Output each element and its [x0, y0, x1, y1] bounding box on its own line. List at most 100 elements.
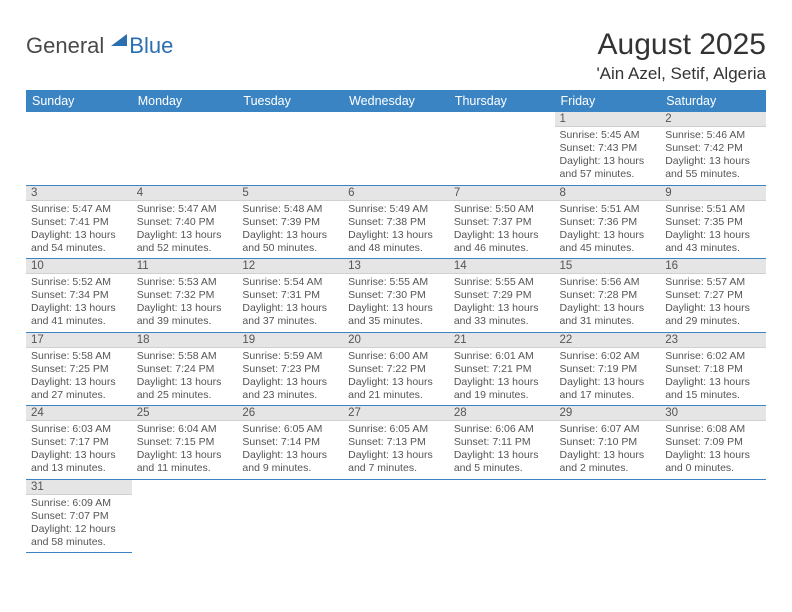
calendar-week-row: 10Sunrise: 5:52 AMSunset: 7:34 PMDayligh…: [26, 259, 766, 333]
day-number: 11: [132, 259, 238, 274]
day-details: Sunrise: 5:51 AMSunset: 7:35 PMDaylight:…: [660, 201, 766, 259]
day-details: Sunrise: 6:02 AMSunset: 7:19 PMDaylight:…: [555, 348, 661, 406]
calendar-week-row: 17Sunrise: 5:58 AMSunset: 7:25 PMDayligh…: [26, 332, 766, 406]
day-number: 26: [237, 406, 343, 421]
calendar-week-row: 3Sunrise: 5:47 AMSunset: 7:41 PMDaylight…: [26, 185, 766, 259]
calendar-day-cell: 31Sunrise: 6:09 AMSunset: 7:07 PMDayligh…: [26, 479, 132, 553]
day-details: Sunrise: 5:51 AMSunset: 7:36 PMDaylight:…: [555, 201, 661, 259]
day-details: Sunrise: 5:49 AMSunset: 7:38 PMDaylight:…: [343, 201, 449, 259]
weekday-header-row: SundayMondayTuesdayWednesdayThursdayFrid…: [26, 90, 766, 112]
calendar-day-cell: [343, 479, 449, 553]
day-number: 18: [132, 333, 238, 348]
weekday-header: Thursday: [449, 90, 555, 112]
calendar-day-cell: 4Sunrise: 5:47 AMSunset: 7:40 PMDaylight…: [132, 185, 238, 259]
calendar-day-cell: 19Sunrise: 5:59 AMSunset: 7:23 PMDayligh…: [237, 332, 343, 406]
weekday-header: Friday: [555, 90, 661, 112]
day-number: 25: [132, 406, 238, 421]
weekday-header: Wednesday: [343, 90, 449, 112]
calendar-day-cell: 7Sunrise: 5:50 AMSunset: 7:37 PMDaylight…: [449, 185, 555, 259]
day-details: Sunrise: 6:02 AMSunset: 7:18 PMDaylight:…: [660, 348, 766, 406]
day-details: Sunrise: 5:48 AMSunset: 7:39 PMDaylight:…: [237, 201, 343, 259]
calendar-day-cell: 16Sunrise: 5:57 AMSunset: 7:27 PMDayligh…: [660, 259, 766, 333]
day-number: 28: [449, 406, 555, 421]
calendar-day-cell: 15Sunrise: 5:56 AMSunset: 7:28 PMDayligh…: [555, 259, 661, 333]
day-details: Sunrise: 6:07 AMSunset: 7:10 PMDaylight:…: [555, 421, 661, 479]
day-details: Sunrise: 6:05 AMSunset: 7:14 PMDaylight:…: [237, 421, 343, 479]
day-details: Sunrise: 5:56 AMSunset: 7:28 PMDaylight:…: [555, 274, 661, 332]
weekday-header: Tuesday: [237, 90, 343, 112]
calendar-day-cell: 14Sunrise: 5:55 AMSunset: 7:29 PMDayligh…: [449, 259, 555, 333]
calendar-day-cell: [343, 112, 449, 185]
calendar-day-cell: 23Sunrise: 6:02 AMSunset: 7:18 PMDayligh…: [660, 332, 766, 406]
calendar-day-cell: 21Sunrise: 6:01 AMSunset: 7:21 PMDayligh…: [449, 332, 555, 406]
calendar-body: 1Sunrise: 5:45 AMSunset: 7:43 PMDaylight…: [26, 112, 766, 553]
calendar-day-cell: [555, 479, 661, 553]
day-number: 4: [132, 186, 238, 201]
calendar-day-cell: 3Sunrise: 5:47 AMSunset: 7:41 PMDaylight…: [26, 185, 132, 259]
day-number: 22: [555, 333, 661, 348]
calendar-day-cell: [660, 479, 766, 553]
day-number: 12: [237, 259, 343, 274]
day-number: 8: [555, 186, 661, 201]
day-number: 23: [660, 333, 766, 348]
day-details: Sunrise: 5:57 AMSunset: 7:27 PMDaylight:…: [660, 274, 766, 332]
day-number: 1: [555, 112, 661, 127]
weekday-header: Sunday: [26, 90, 132, 112]
day-number: 27: [343, 406, 449, 421]
day-number: 9: [660, 186, 766, 201]
calendar-week-row: 31Sunrise: 6:09 AMSunset: 7:07 PMDayligh…: [26, 479, 766, 553]
logo-text-blue: Blue: [129, 33, 173, 59]
calendar-day-cell: 2Sunrise: 5:46 AMSunset: 7:42 PMDaylight…: [660, 112, 766, 185]
calendar-day-cell: 26Sunrise: 6:05 AMSunset: 7:14 PMDayligh…: [237, 406, 343, 480]
calendar-day-cell: [26, 112, 132, 185]
calendar-day-cell: 28Sunrise: 6:06 AMSunset: 7:11 PMDayligh…: [449, 406, 555, 480]
day-details: Sunrise: 5:46 AMSunset: 7:42 PMDaylight:…: [660, 127, 766, 185]
calendar-day-cell: 20Sunrise: 6:00 AMSunset: 7:22 PMDayligh…: [343, 332, 449, 406]
calendar-day-cell: [132, 479, 238, 553]
calendar-day-cell: [449, 479, 555, 553]
day-number: 31: [26, 480, 132, 495]
day-details: Sunrise: 6:08 AMSunset: 7:09 PMDaylight:…: [660, 421, 766, 479]
location: 'Ain Azel, Setif, Algeria: [596, 64, 766, 84]
day-number: 29: [555, 406, 661, 421]
day-details: Sunrise: 5:50 AMSunset: 7:37 PMDaylight:…: [449, 201, 555, 259]
day-number: 3: [26, 186, 132, 201]
day-details: Sunrise: 5:59 AMSunset: 7:23 PMDaylight:…: [237, 348, 343, 406]
day-number: 15: [555, 259, 661, 274]
calendar-day-cell: 10Sunrise: 5:52 AMSunset: 7:34 PMDayligh…: [26, 259, 132, 333]
calendar-day-cell: 30Sunrise: 6:08 AMSunset: 7:09 PMDayligh…: [660, 406, 766, 480]
weekday-header: Saturday: [660, 90, 766, 112]
day-number: 19: [237, 333, 343, 348]
calendar-day-cell: [132, 112, 238, 185]
calendar-day-cell: 13Sunrise: 5:55 AMSunset: 7:30 PMDayligh…: [343, 259, 449, 333]
day-details: Sunrise: 6:00 AMSunset: 7:22 PMDaylight:…: [343, 348, 449, 406]
day-details: Sunrise: 5:45 AMSunset: 7:43 PMDaylight:…: [555, 127, 661, 185]
calendar-day-cell: 9Sunrise: 5:51 AMSunset: 7:35 PMDaylight…: [660, 185, 766, 259]
calendar-day-cell: 18Sunrise: 5:58 AMSunset: 7:24 PMDayligh…: [132, 332, 238, 406]
day-number: 24: [26, 406, 132, 421]
day-number: 20: [343, 333, 449, 348]
day-number: 16: [660, 259, 766, 274]
day-details: Sunrise: 6:04 AMSunset: 7:15 PMDaylight:…: [132, 421, 238, 479]
day-number: 7: [449, 186, 555, 201]
calendar-day-cell: 11Sunrise: 5:53 AMSunset: 7:32 PMDayligh…: [132, 259, 238, 333]
day-details: Sunrise: 5:47 AMSunset: 7:40 PMDaylight:…: [132, 201, 238, 259]
logo-sail-icon: [109, 32, 129, 53]
month-title: August 2025: [596, 28, 766, 62]
day-details: Sunrise: 6:09 AMSunset: 7:07 PMDaylight:…: [26, 495, 132, 553]
calendar-day-cell: 5Sunrise: 5:48 AMSunset: 7:39 PMDaylight…: [237, 185, 343, 259]
calendar-week-row: 1Sunrise: 5:45 AMSunset: 7:43 PMDaylight…: [26, 112, 766, 185]
day-number: 10: [26, 259, 132, 274]
day-details: Sunrise: 6:05 AMSunset: 7:13 PMDaylight:…: [343, 421, 449, 479]
calendar-week-row: 24Sunrise: 6:03 AMSunset: 7:17 PMDayligh…: [26, 406, 766, 480]
day-details: Sunrise: 5:55 AMSunset: 7:29 PMDaylight:…: [449, 274, 555, 332]
day-details: Sunrise: 5:53 AMSunset: 7:32 PMDaylight:…: [132, 274, 238, 332]
day-number: 2: [660, 112, 766, 127]
weekday-header: Monday: [132, 90, 238, 112]
day-number: 5: [237, 186, 343, 201]
day-details: Sunrise: 6:03 AMSunset: 7:17 PMDaylight:…: [26, 421, 132, 479]
calendar-day-cell: 29Sunrise: 6:07 AMSunset: 7:10 PMDayligh…: [555, 406, 661, 480]
day-number: 13: [343, 259, 449, 274]
day-details: Sunrise: 6:01 AMSunset: 7:21 PMDaylight:…: [449, 348, 555, 406]
day-details: Sunrise: 5:58 AMSunset: 7:24 PMDaylight:…: [132, 348, 238, 406]
